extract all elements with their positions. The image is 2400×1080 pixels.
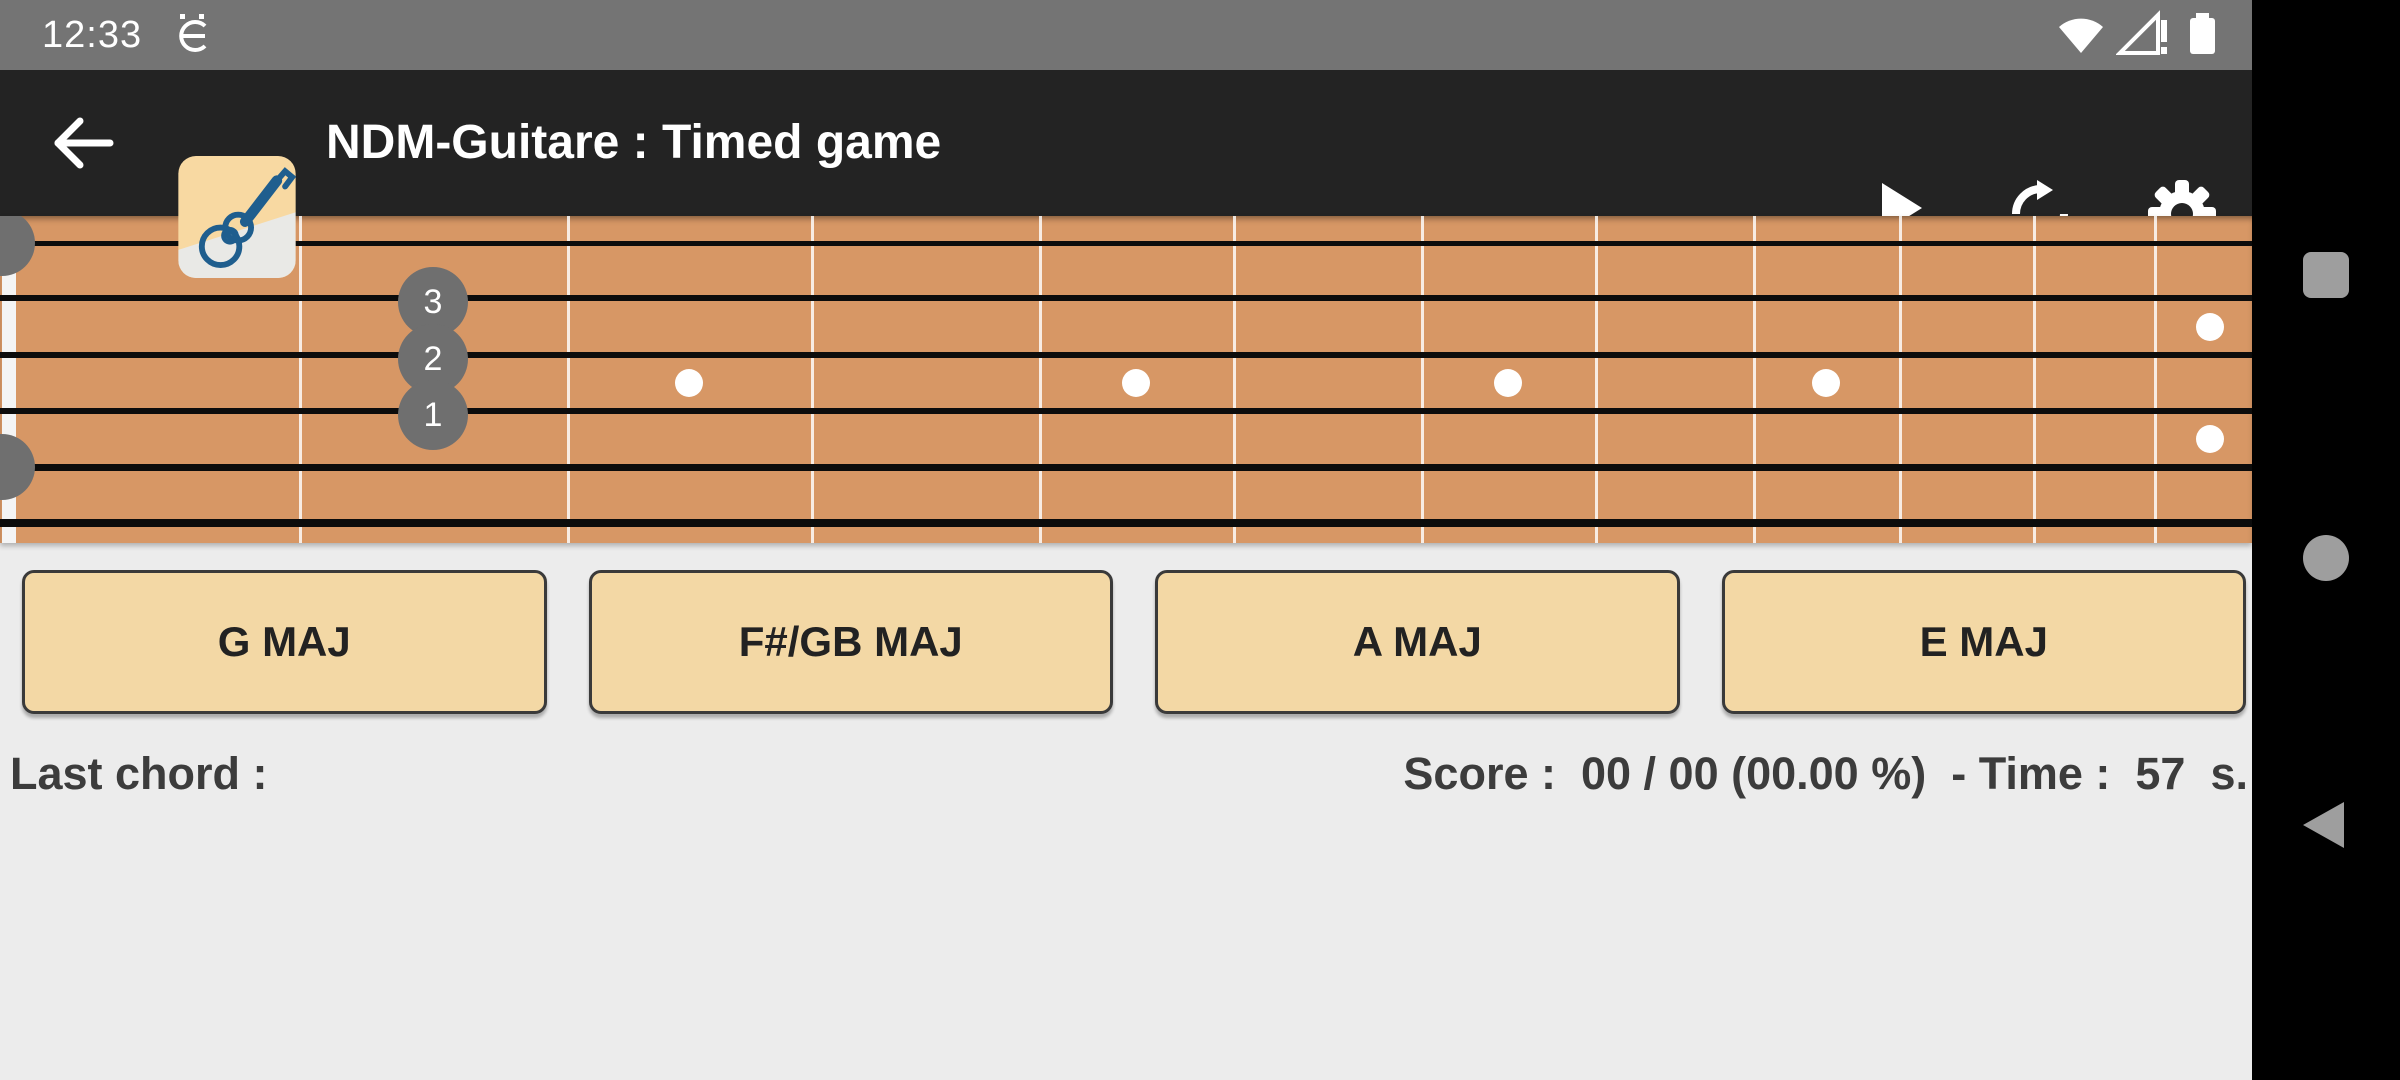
app-bar: NDM-Guitare : Timed game [0, 70, 2252, 278]
nav-home-button[interactable] [2303, 535, 2349, 581]
clock: 12:33 [42, 13, 143, 56]
page-title: NDM-Guitare : Timed game [326, 116, 942, 169]
chord-button-row: G MAJ F#/GB MAJ A MAJ E MAJ [0, 570, 2252, 714]
fret-marker-dot [1494, 369, 1522, 397]
battery-icon [2182, 9, 2222, 62]
nav-recents-button[interactable] [2303, 252, 2349, 298]
chord-button-f-gb-maj[interactable]: F#/GB MAJ [588, 570, 1113, 714]
guitar-string [0, 408, 2252, 414]
open-string-marker [0, 216, 35, 276]
fret-marker-dot [2196, 425, 2224, 453]
fret-line [2154, 216, 2157, 543]
fret-line [1753, 216, 1756, 543]
fret-marker-dot [2196, 312, 2224, 341]
fret-line [811, 216, 814, 543]
fret-line [1595, 216, 1598, 543]
fret-marker-dot [1812, 369, 1840, 397]
footer-row: Last chord : Score : 00 / 00 (00.00 %) -… [0, 748, 2252, 808]
guitar-string [0, 463, 2252, 471]
nav-back-button[interactable] [2303, 802, 2344, 848]
score-and-time-text: Score : 00 / 00 (00.00 %) - Time : 57 s. [1403, 748, 2248, 799]
fret-line [567, 216, 570, 543]
guitar-string [0, 240, 2252, 246]
wifi-icon [2056, 10, 2106, 61]
status-bar: 12:33 [0, 0, 2252, 70]
chord-button-g-maj[interactable]: G MAJ [22, 570, 547, 714]
cellular-signal-alert-icon [2115, 9, 2172, 61]
back-icon[interactable] [48, 110, 118, 176]
fret-line [1233, 216, 1236, 543]
finger-position-marker: 1 [398, 380, 468, 450]
fret-line [1039, 216, 1042, 543]
android-nav-bar [2252, 0, 2400, 1080]
app-launcher-icon [178, 156, 296, 278]
guitar-string [0, 519, 2252, 527]
app-notification-icon [172, 12, 212, 58]
last-chord-label: Last chord : [10, 748, 268, 799]
fret-line [2033, 216, 2036, 543]
fret-line [1421, 216, 1424, 543]
fret-line [299, 216, 302, 543]
fret-marker-dot [1122, 369, 1150, 397]
fret-marker-dot [675, 369, 703, 397]
guitar-string [0, 295, 2252, 301]
chord-button-a-maj[interactable]: A MAJ [1155, 570, 1680, 714]
chord-button-e-maj[interactable]: E MAJ [1721, 570, 2246, 714]
fret-line [1899, 216, 1902, 543]
guitar-string [0, 352, 2252, 358]
open-string-marker [0, 434, 35, 500]
